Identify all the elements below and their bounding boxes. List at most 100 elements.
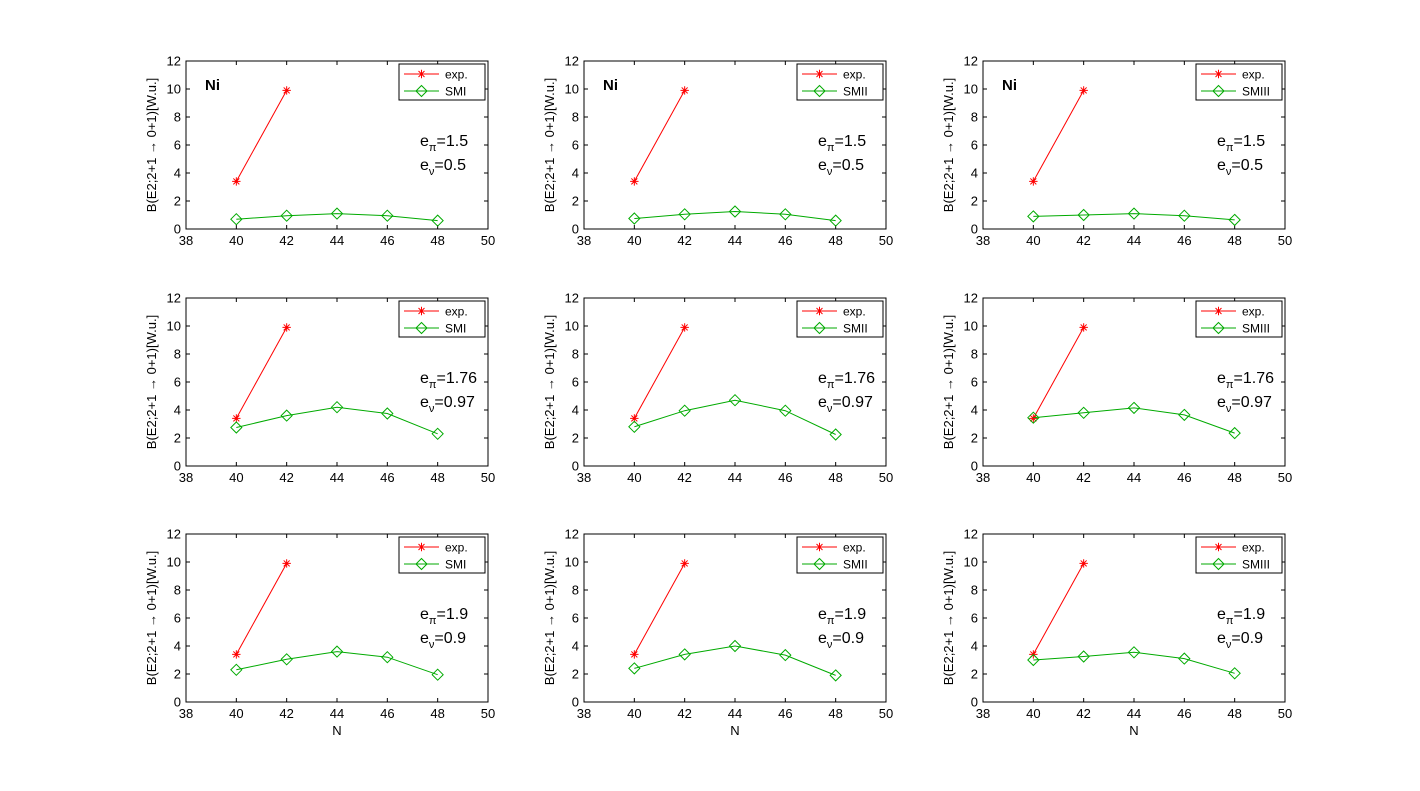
y-axis-label: B(E2;2+1 → 0+1)[W.u.] [144,551,159,685]
x-tick-label: 48 [828,470,842,485]
y-axis-label: B(E2;2+1 → 0+1)[W.u.] [941,551,956,685]
series-line-exp [1032,327,1085,419]
panel-label: Ni [603,77,618,94]
data-point-model [1027,411,1040,424]
legend: exp. SMIII [1195,63,1283,101]
data-point-exp [630,650,639,659]
annotation-e-nu: eν=0.97 [1217,394,1272,415]
x-tick-label: 38 [577,470,591,485]
x-tick-label: 50 [1278,706,1292,721]
annotation-e-nu: eν=0.5 [1217,157,1263,178]
x-tick-label: 48 [430,233,444,248]
data-point-exp [282,86,291,95]
series-line-model [634,399,836,435]
x-tick-label: 48 [1227,706,1241,721]
legend-label: exp. [843,541,866,555]
x-tick-label: 50 [1278,470,1292,485]
legend-marker-model [813,84,826,98]
y-tick-label: 8 [572,347,579,362]
legend-marker-exp [417,542,426,552]
legend-box [398,63,486,101]
x-tick-label: 44 [330,470,344,485]
x-tick-label: 40 [627,233,641,248]
y-tick-label: 4 [572,166,579,181]
legend-marker-model [1212,84,1225,98]
legend-marker-exp [417,69,426,79]
y-tick-label: 6 [174,375,181,390]
data-point-exp [680,559,689,568]
data-point-model [431,668,444,681]
data-point-exp [680,323,689,332]
data-point-model [381,650,394,664]
legend-label: SMII [843,322,868,336]
legend-marker-exp [815,542,824,552]
y-tick-label: 6 [971,375,978,390]
data-point-model [628,212,641,225]
legend-marker-model [415,557,428,571]
series-line-model [634,645,836,676]
x-tick-label: 46 [1177,233,1191,248]
y-tick-label: 2 [174,667,181,682]
y-tick-label: 12 [167,291,181,306]
x-tick-label: 50 [481,233,495,248]
x-tick-label: 48 [1227,233,1241,248]
x-tick-label: 40 [1026,470,1040,485]
annotation-e-nu: eν=0.5 [420,157,466,178]
x-tick-label: 46 [778,706,792,721]
y-tick-label: 10 [565,82,579,97]
x-tick-label: 42 [279,233,293,248]
series-line-exp [235,563,288,655]
x-tick-label: 38 [179,233,193,248]
annotation-e-pi: eπ=1.76 [818,370,875,391]
data-point-exp [282,559,291,568]
data-point-exp [1079,323,1088,332]
legend-label: SMII [843,85,868,99]
data-point-model [381,407,394,420]
legend: exp. SMII [796,63,884,101]
y-tick-label: 12 [167,527,181,542]
y-axis-label: B(E2;2+1 → 0+1)[W.u.] [542,551,557,685]
legend-label: exp. [1242,305,1265,319]
legend-marker-exp [1214,306,1223,316]
y-axis-label: B(E2;2+1 → 0+1)[W.u.] [941,78,956,212]
annotation-e-nu: eν=0.9 [1217,630,1263,651]
series-line-exp [633,563,686,655]
x-axis-label: N [332,723,341,738]
data-point-exp [630,177,639,186]
y-tick-label: 8 [174,347,181,362]
y-tick-label: 12 [964,527,978,542]
legend: exp. SMI [398,300,486,338]
data-point-model [628,420,641,434]
x-tick-label: 46 [778,470,792,485]
legend-label: exp. [843,68,866,82]
y-tick-label: 2 [971,194,978,209]
series-line-exp [633,90,686,182]
y-tick-label: 10 [167,319,181,334]
x-tick-label: 38 [179,470,193,485]
y-tick-label: 12 [565,527,579,542]
legend-label: exp. [445,305,468,319]
y-tick-label: 10 [565,555,579,570]
series-line-model [236,406,438,435]
x-tick-label: 38 [179,706,193,721]
legend-marker-model [1212,557,1225,571]
data-point-exp [1029,177,1038,186]
x-tick-label: 46 [380,470,394,485]
x-tick-label: 42 [1076,706,1090,721]
data-point-model [1178,652,1191,665]
y-tick-label: 2 [971,667,978,682]
y-tick-label: 2 [572,431,579,446]
x-tick-label: 42 [1076,233,1090,248]
y-tick-label: 2 [174,194,181,209]
data-point-model [779,208,792,221]
y-tick-label: 0 [572,459,579,474]
x-tick-label: 40 [1026,706,1040,721]
series-line-exp [1032,90,1085,182]
y-tick-label: 0 [971,459,978,474]
y-tick-label: 8 [971,347,978,362]
x-tick-label: 40 [229,706,243,721]
data-point-model [230,663,243,677]
y-tick-label: 12 [565,54,579,69]
y-tick-label: 6 [971,138,978,153]
